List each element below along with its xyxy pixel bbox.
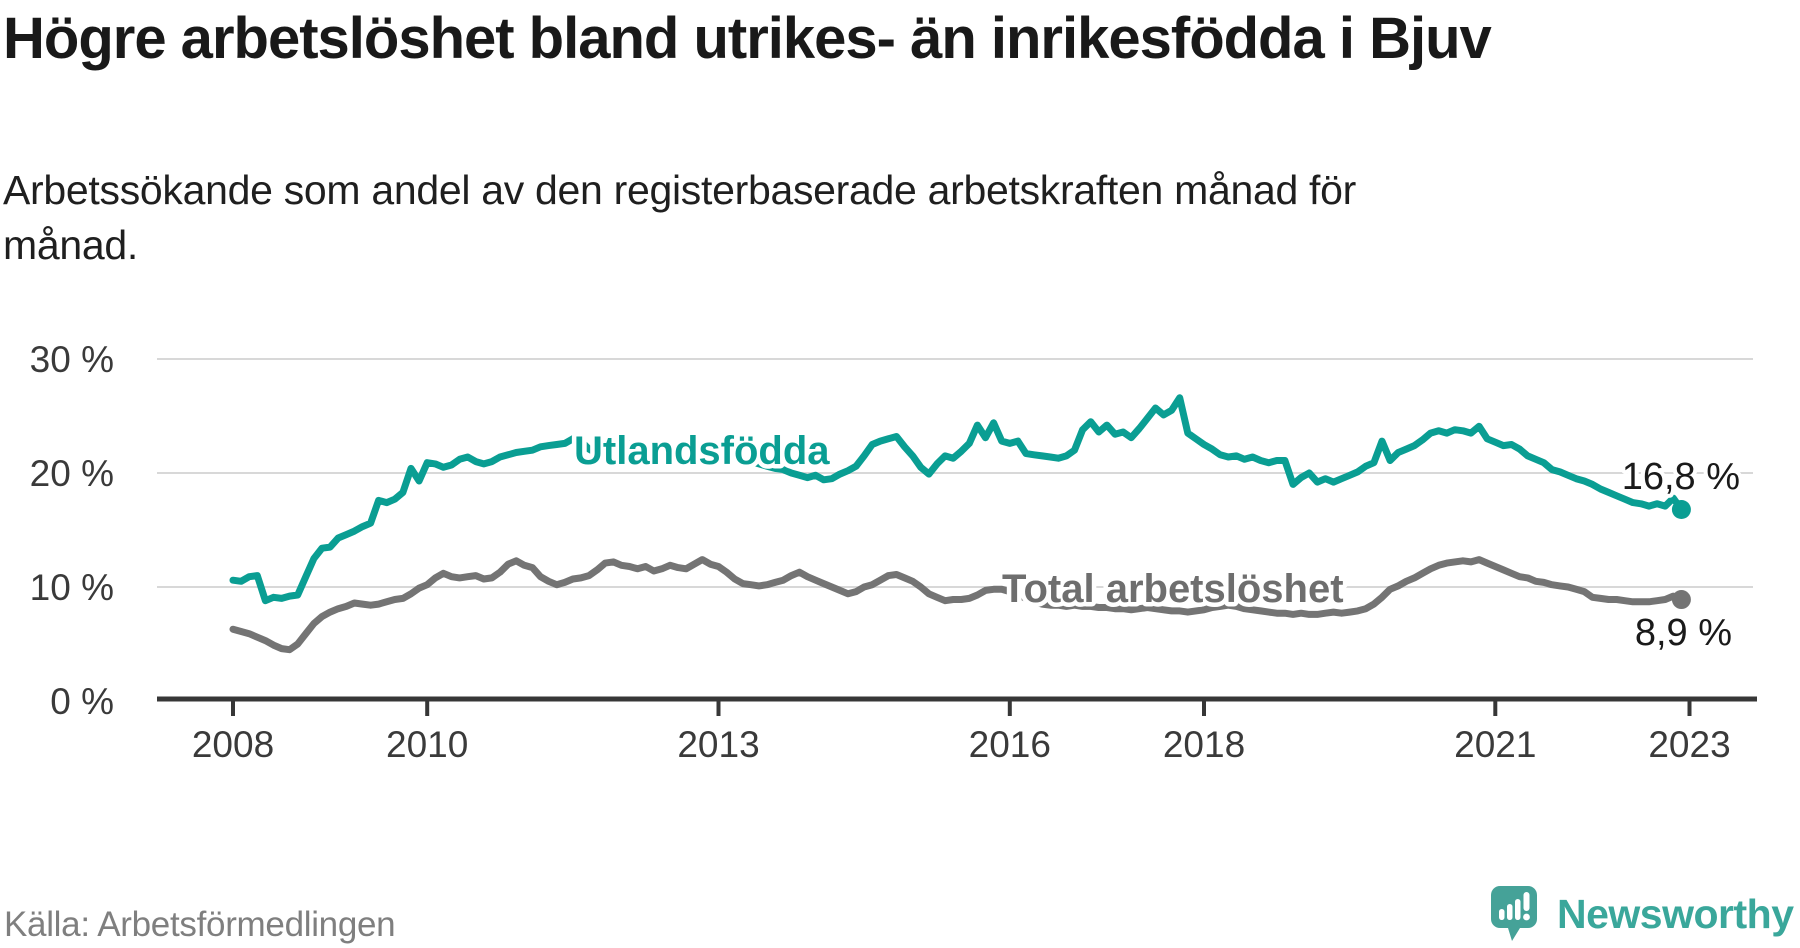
grid-layer xyxy=(157,358,1753,588)
y-axis-label-0: 0 % xyxy=(50,681,114,722)
series-line-total xyxy=(229,556,1685,654)
series-endpoint-utlandsfodda xyxy=(1671,499,1691,519)
y-axis-label-30: 30 % xyxy=(30,339,114,380)
newsworthy-bubble-icon xyxy=(1491,886,1537,941)
axis-layer xyxy=(157,696,1757,716)
page-title: Högre arbetslöshet bland utrikes- än inr… xyxy=(3,6,1492,71)
y-axis-label-20: 20 % xyxy=(30,453,114,494)
series-layer xyxy=(229,394,1691,654)
value-label-total: 8,9 % xyxy=(1635,612,1732,654)
y-axis-label-10: 10 % xyxy=(30,567,114,608)
series-line-utlandsfodda xyxy=(229,394,1685,605)
series-label-utlandsfodda: Utlandsfödda xyxy=(574,429,830,473)
series-label-total: Total arbetslöshet xyxy=(1002,567,1344,611)
label-layer: 0 % 10 % 20 % 30 % 2008 2010 2013 2016 2018 2021 2… xyxy=(30,339,1744,765)
value-label-utlandsfodda: 16,8 % xyxy=(1622,456,1740,498)
chart-subtitle: Arbetssökande som andel av den registerb… xyxy=(3,167,1357,268)
x-axis-label-2018: 2018 xyxy=(1163,724,1245,765)
x-axis-label-2023: 2023 xyxy=(1648,724,1730,765)
x-axis-label-2008: 2008 xyxy=(192,724,274,765)
x-axis-label-2021: 2021 xyxy=(1454,724,1536,765)
series-endpoint-total xyxy=(1671,590,1691,610)
source-caption: Källa: Arbetsförmedlingen xyxy=(4,905,396,944)
x-axis-label-2013: 2013 xyxy=(677,724,759,765)
x-axis-label-2010: 2010 xyxy=(386,724,468,765)
x-axis-label-2016: 2016 xyxy=(969,724,1051,765)
newsworthy-wordmark: Newsworthy xyxy=(1557,890,1794,937)
newsworthy-logo: Newsworthy xyxy=(1490,884,1794,944)
